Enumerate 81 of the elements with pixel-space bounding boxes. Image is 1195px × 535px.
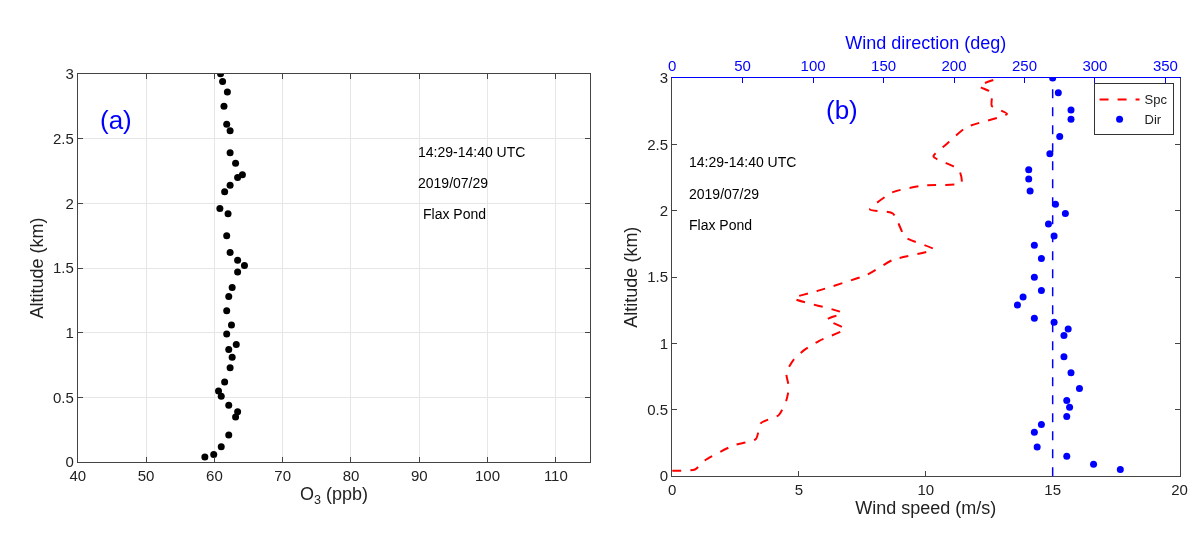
y-tick-label: 2 [65,194,74,212]
x-tick-label: 15 [1044,481,1062,499]
point [220,102,228,110]
point [219,78,227,86]
point [225,346,233,354]
x-tick-label: 60 [206,467,223,485]
y-axis-title: Altitude (km) [27,217,48,319]
x2-tick-label: 100 [800,57,826,75]
line-series [672,78,1009,472]
y-tick-label: 1 [659,334,669,352]
point [225,401,233,409]
y-tick-label: 1.5 [647,268,669,286]
point [234,256,242,264]
x-tick-label: 90 [410,467,428,485]
point [201,453,209,461]
point [226,149,234,157]
point [228,353,236,361]
x2-tick-label: 350 [1152,57,1178,75]
point [221,378,229,386]
point [224,210,232,218]
point [226,364,234,372]
y-tick-label: 0.5 [52,388,74,406]
point [232,159,240,167]
point [216,204,224,212]
point [226,127,234,135]
point [240,261,248,269]
x2-tick-label: 50 [734,57,751,75]
x2-axis-title: Wind direction (deg) [845,33,1007,54]
x-tick-label: 20 [1171,481,1188,499]
x-tick-label: 110 [543,467,568,485]
y-axis-title: Altitude (km) [621,226,642,328]
point [234,268,242,276]
y-tick-label: 3 [65,65,74,83]
annotation: 14:29-14:40 UTC [418,144,526,160]
annotation: (a) [100,105,132,135]
x2-tick-label: 300 [1082,57,1108,75]
x-tick-label: 50 [137,467,155,485]
point [210,450,218,458]
x2-tick-label: 150 [871,57,897,75]
annotation: 2019/07/29 [418,175,489,191]
y-tick-label: 2.5 [647,135,669,153]
point [228,283,236,291]
point [223,232,231,240]
point [223,88,231,96]
annotation: 14:29-14:40 UTC [689,154,797,170]
x-axis-title: O$_{3}$ (ppb) [299,484,368,508]
x2-tick-label: 200 [941,57,967,75]
y-tick-label: 1.5 [52,259,74,277]
x-tick-label: 80 [342,467,360,485]
x-tick-label: 70 [274,467,292,485]
legend-label: Spc [1144,92,1168,108]
point [225,431,233,439]
point [223,120,231,128]
point [217,392,225,400]
annotation: Flax Pond [423,206,487,222]
point [223,307,231,315]
point [217,443,225,451]
point [215,387,223,395]
annotation: (b) [826,95,858,125]
x-axis-title: Wind speed (m/s) [855,498,997,519]
x2-tick-label: 250 [1011,57,1038,75]
point [226,249,234,256]
point [226,181,234,189]
point [223,330,231,338]
x-tick-label: 100 [475,467,501,485]
y-tick-label: 1 [65,324,74,342]
x-tick-label: 5 [794,481,804,499]
y-tick-label: 2 [659,202,669,220]
point [221,188,229,196]
point [234,408,242,416]
y-tick-label: 3 [659,69,669,87]
point [238,171,246,179]
point [227,321,235,329]
point [232,340,240,348]
point [225,293,233,301]
annotation: 2019/07/29 [689,186,760,202]
y-tick-label: 2.5 [52,129,74,147]
x-tick-label: 10 [917,481,935,499]
legend-label: Dir [1144,112,1162,128]
annotation: Flax Pond [689,217,753,233]
y-tick-label: 0.5 [647,401,669,419]
